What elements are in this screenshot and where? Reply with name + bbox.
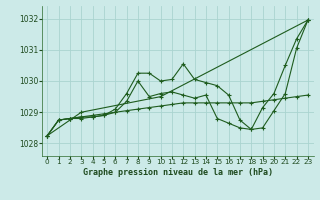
X-axis label: Graphe pression niveau de la mer (hPa): Graphe pression niveau de la mer (hPa)	[83, 168, 273, 177]
